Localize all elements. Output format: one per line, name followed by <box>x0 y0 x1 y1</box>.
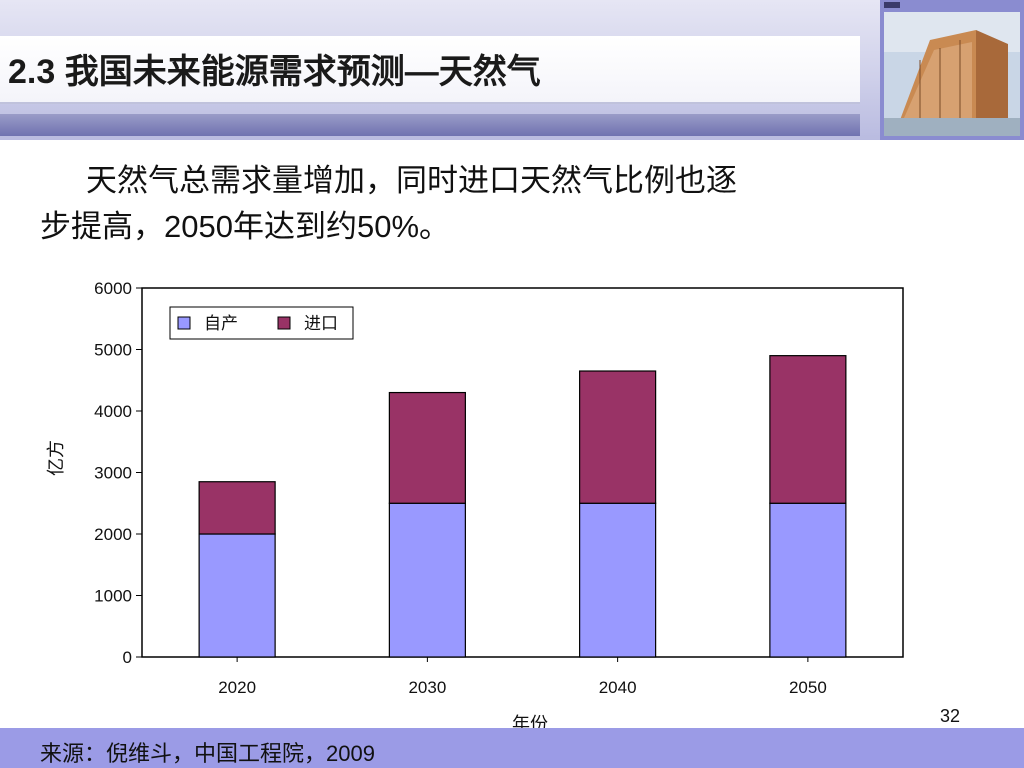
footer-band <box>0 728 1024 768</box>
bar-domestic-2020 <box>198 533 276 658</box>
legend-swatch-domestic <box>177 316 191 330</box>
bar-domestic-2040 <box>579 502 657 658</box>
chart-svg: 0 1000 2000 3000 4000 5000 6000 亿方 2020 2030 2040 2… <box>46 279 904 697</box>
y-tick-label: 5000 <box>94 341 132 360</box>
y-tick-label: 3000 <box>94 464 132 483</box>
x-tick-label: 2040 <box>599 678 637 697</box>
y-tick-label: 2000 <box>94 525 132 544</box>
legend-box <box>169 306 354 340</box>
body-line-1: 天然气总需求量增加，同时进口天然气比例也逐 <box>86 163 737 198</box>
legend-label: 进口 <box>304 314 338 334</box>
y-axis-title: 亿方 <box>46 440 67 476</box>
bar-import-2050 <box>769 355 847 504</box>
x-tick-label: 2050 <box>789 678 827 697</box>
x-tick-label: 2030 <box>408 678 446 697</box>
body-text: 天然气总需求量增加，同时进口天然气比例也逐 步提高，2050年达到约50%。 <box>40 158 940 250</box>
x-tick-label: 2020 <box>218 678 256 697</box>
page-number: 32 <box>940 706 961 726</box>
source-citation: 来源：倪维斗，中国工程院，2009 <box>40 741 375 766</box>
title-box <box>0 36 860 104</box>
slide-title: 2.3 我国未来能源需求预测—天然气 <box>8 53 541 91</box>
stacked-bar-chart: 0 1000 2000 3000 4000 5000 6000 亿方 2020 2030 2040 2… <box>0 270 1024 730</box>
body-line-2: 步提高，2050年达到约50%。 <box>40 209 451 244</box>
bar-import-2020 <box>198 481 276 535</box>
bar-domestic-2050 <box>769 502 847 658</box>
building-photo-image <box>880 0 1024 140</box>
bar-import-2030 <box>388 391 466 504</box>
y-tick-label: 4000 <box>94 402 132 421</box>
y-tick-label: 1000 <box>94 587 132 606</box>
legend-label: 自产 <box>204 314 238 334</box>
bar-domestic-2030 <box>388 502 466 658</box>
y-tick-label: 0 <box>123 648 132 667</box>
y-tick-label: 6000 <box>94 279 132 298</box>
legend-swatch-import <box>277 316 291 330</box>
building-photo-icon <box>880 0 1024 140</box>
title-underbar <box>0 114 860 136</box>
bar-import-2040 <box>579 370 657 504</box>
